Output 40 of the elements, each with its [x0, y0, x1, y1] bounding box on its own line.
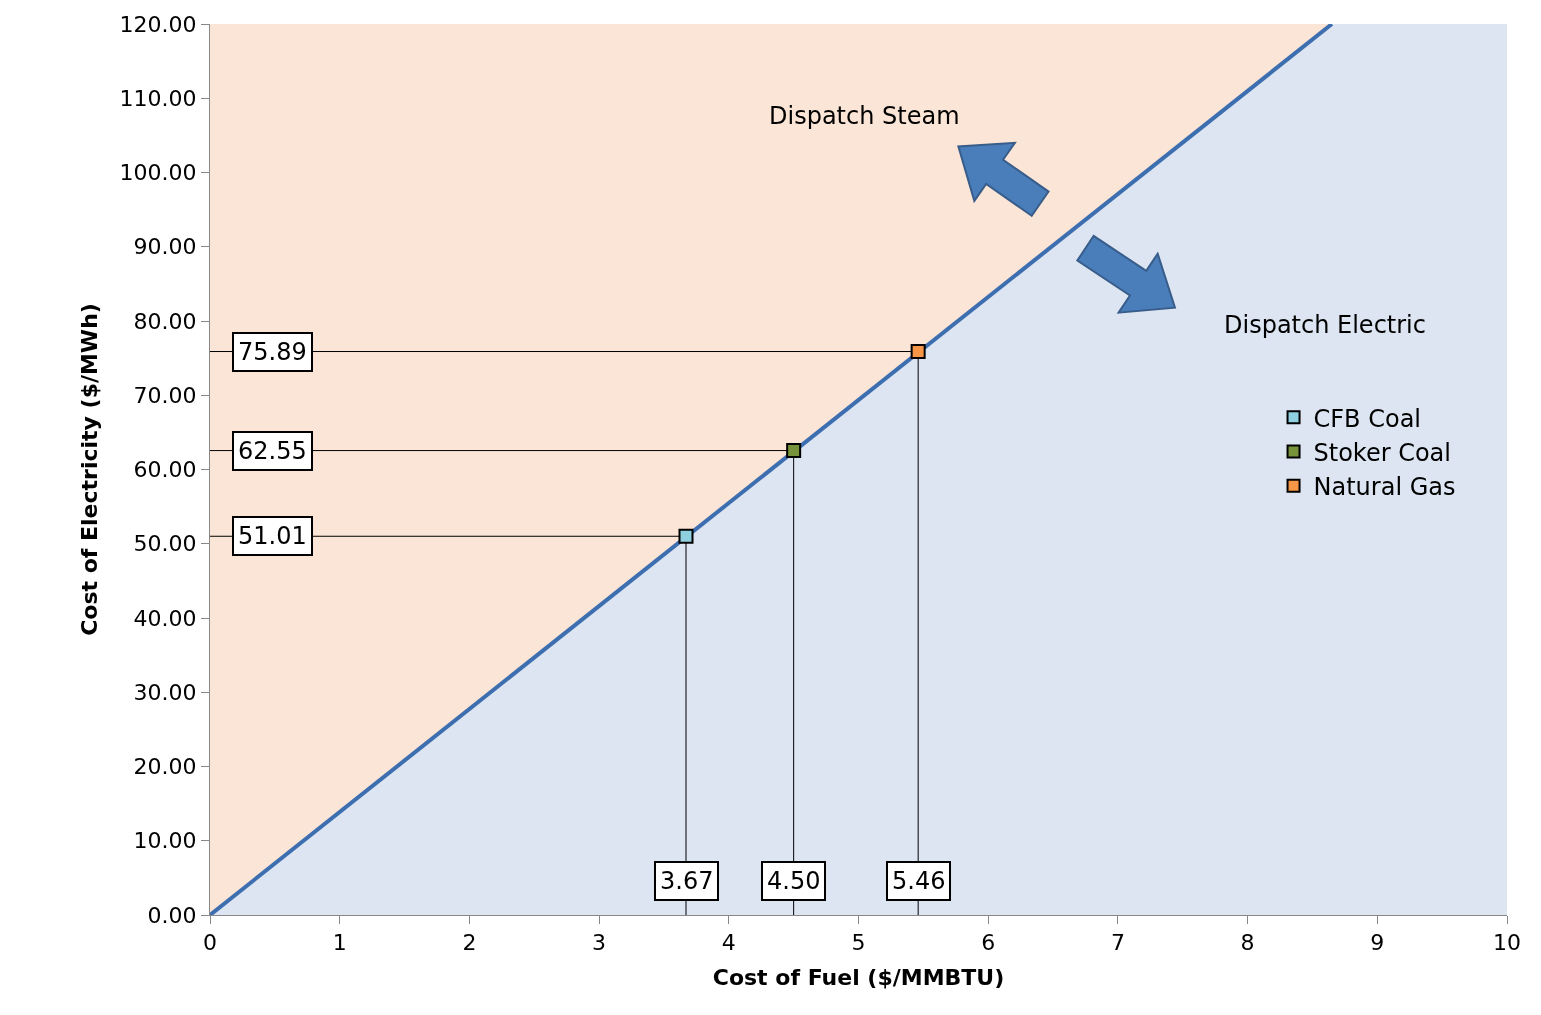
- x-tick-label: 10: [1493, 930, 1521, 956]
- y-tick-label: 110.00: [119, 85, 197, 111]
- x-tick-label: 4: [721, 930, 736, 956]
- annotation: 4.50: [767, 867, 821, 895]
- y-tick-label: 10.00: [133, 828, 197, 854]
- x-tick-label: 0: [203, 930, 217, 956]
- annotation: 3.67: [660, 867, 714, 895]
- point: [678, 528, 694, 544]
- x-tick-label: 5: [851, 930, 866, 956]
- x-tick-label: 1: [332, 930, 347, 956]
- legend-label: Natural Gas: [1313, 473, 1456, 502]
- legend-label: Stoker Coal: [1313, 438, 1451, 467]
- x-axis-title: Cost of Fuel ($/MMBTU): [712, 965, 1005, 991]
- annotation: 5.46: [892, 867, 946, 895]
- y-tick-label: 20.00: [133, 754, 197, 780]
- legend-label: CFB Coal: [1313, 404, 1422, 433]
- x-tick-label: 2: [462, 930, 477, 956]
- x-tick-label: 8: [1240, 930, 1255, 956]
- annotation: Dispatch Electric: [1224, 311, 1426, 339]
- annotation: 62.55: [238, 437, 307, 465]
- y-axis-title: Cost of Electricity ($/MWh): [77, 303, 103, 636]
- x-tick-label: 6: [981, 930, 996, 956]
- y-tick-label: 120.00: [119, 11, 197, 37]
- point: [910, 344, 926, 360]
- y-tick-label: 0.00: [147, 902, 197, 928]
- x-tick-label: 9: [1370, 930, 1385, 956]
- point: [786, 443, 802, 459]
- annotation: 51.01: [238, 522, 307, 550]
- x-tick-label: 3: [592, 930, 607, 956]
- annotation: Dispatch Steam: [769, 102, 960, 130]
- y-tick-label: 30.00: [133, 679, 197, 705]
- y-tick-label: 80.00: [133, 308, 197, 334]
- annotation: 75.89: [238, 338, 307, 366]
- y-tick-label: 100.00: [119, 160, 197, 186]
- y-tick-label: 40.00: [133, 605, 197, 631]
- x-tick-label: 7: [1110, 930, 1125, 956]
- y-tick-label: 50.00: [133, 531, 197, 557]
- y-tick-label: 70.00: [133, 382, 197, 408]
- y-tick-label: 90.00: [133, 234, 197, 260]
- y-tick-label: 60.00: [133, 457, 197, 483]
